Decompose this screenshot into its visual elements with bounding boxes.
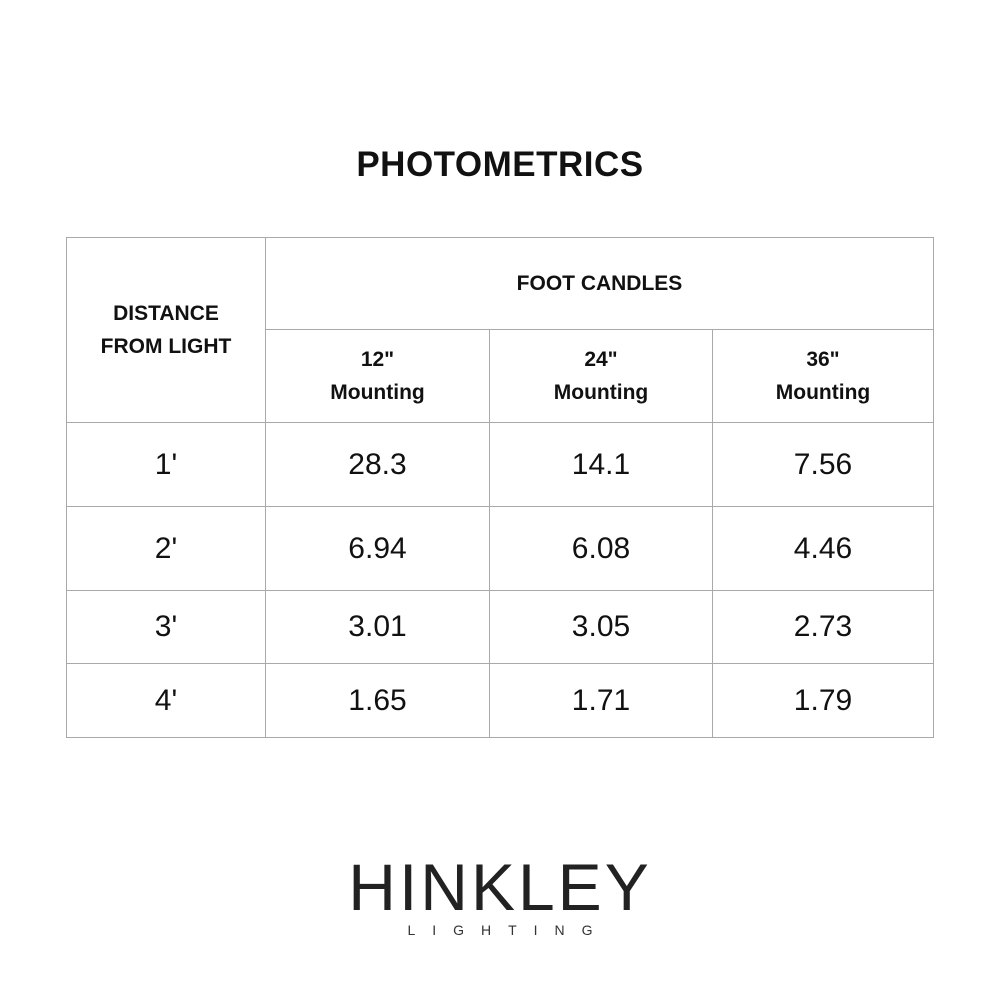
table-row: 3' 3.01 3.05 2.73 bbox=[66, 590, 934, 664]
value-cell: 1.71 bbox=[489, 663, 713, 738]
logo-wordmark: HINKLEY bbox=[348, 850, 652, 924]
value-cell: 6.08 bbox=[489, 506, 713, 591]
page-title: PHOTOMETRICS bbox=[356, 145, 644, 184]
value-cell: 28.3 bbox=[265, 422, 490, 507]
table-row: 1' 28.3 14.1 7.56 bbox=[66, 422, 934, 507]
distance-cell: 1' bbox=[66, 422, 266, 507]
distance-cell: 3' bbox=[66, 590, 266, 664]
value-cell: 1.79 bbox=[712, 663, 934, 738]
value-cell: 3.05 bbox=[489, 590, 713, 664]
value-cell: 1.65 bbox=[265, 663, 490, 738]
column-header: 24" Mounting bbox=[489, 329, 713, 423]
value-cell: 4.46 bbox=[712, 506, 934, 591]
value-cell: 6.94 bbox=[265, 506, 490, 591]
table-row: 2' 6.94 6.08 4.46 bbox=[66, 506, 934, 591]
value-cell: 3.01 bbox=[265, 590, 490, 664]
logo-subtitle: LIGHTING bbox=[407, 922, 610, 938]
column-header: 12" Mounting bbox=[265, 329, 490, 423]
value-cell: 2.73 bbox=[712, 590, 934, 664]
distance-header: DISTANCE FROM LIGHT bbox=[66, 237, 266, 423]
value-cell: 7.56 bbox=[712, 422, 934, 507]
distance-cell: 2' bbox=[66, 506, 266, 591]
foot-candles-header: FOOT CANDLES bbox=[265, 237, 934, 330]
distance-cell: 4' bbox=[66, 663, 266, 738]
column-header: 36" Mounting bbox=[712, 329, 934, 423]
hinkley-logo: HINKLEY LIGHTING bbox=[0, 852, 1000, 938]
photometrics-table: DISTANCE FROM LIGHT FOOT CANDLES 12" Moun… bbox=[66, 237, 934, 738]
value-cell: 14.1 bbox=[489, 422, 713, 507]
table-row: 4' 1.65 1.71 1.79 bbox=[66, 663, 934, 738]
